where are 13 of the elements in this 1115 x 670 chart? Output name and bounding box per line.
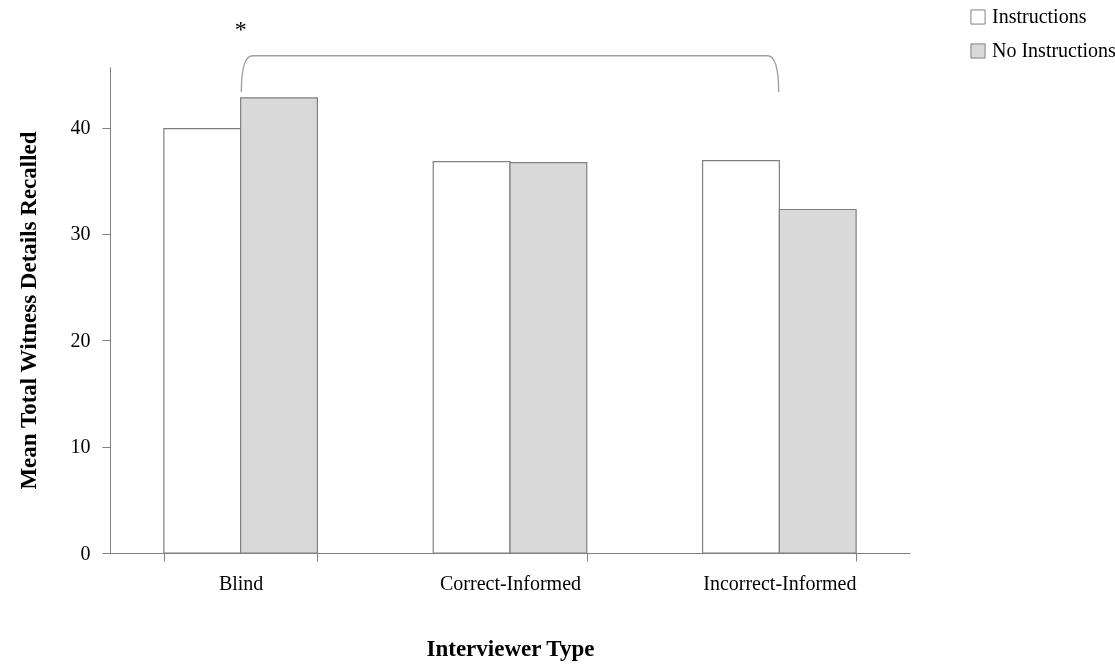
x-tick-label: Correct-Informed bbox=[439, 571, 582, 594]
legend-label: Instructions bbox=[992, 5, 1087, 27]
legend-label: No Instructions bbox=[992, 39, 1115, 61]
x-tick-label: Incorrect-Informed bbox=[703, 571, 857, 594]
y-axis-title: Mean Total Witness Details Recalled bbox=[15, 131, 41, 490]
text: * bbox=[234, 16, 247, 42]
x-axis-title: Interviewer Type bbox=[426, 635, 595, 661]
y-tick-label: 40 bbox=[70, 116, 91, 139]
y-tick-label: 30 bbox=[70, 222, 91, 245]
y-tick-label: 10 bbox=[70, 435, 91, 458]
y-tick-label: 0 bbox=[80, 541, 91, 564]
y-tick-label: 20 bbox=[70, 328, 91, 351]
x-tick-label: Blind bbox=[218, 571, 264, 594]
